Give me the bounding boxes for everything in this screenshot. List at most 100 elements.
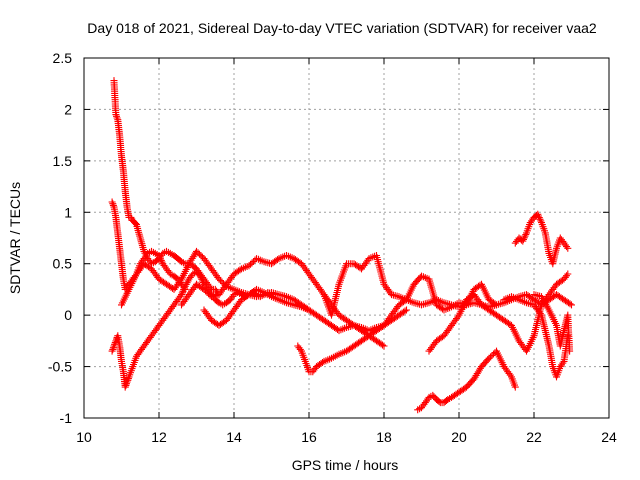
series-s8 [320,252,500,319]
data-point [563,272,570,280]
y-tick-label: 0.5 [53,256,73,272]
data-point [296,345,304,353]
data-point [156,253,164,261]
data-point [536,215,544,223]
data-point [122,381,130,389]
data-point [248,259,256,267]
data-point [194,249,202,257]
y-tick-label: 2.5 [53,50,73,66]
data-point [200,285,208,293]
data-point [123,380,130,388]
data-point [178,291,185,299]
data-point [380,342,388,350]
series-s9 [414,347,519,414]
data-point [112,111,120,119]
data-point [179,287,187,295]
data-point [121,383,129,391]
y-tick-label: 1 [64,204,72,220]
data-point [155,252,163,259]
data-point [109,345,117,353]
data-point [197,252,205,260]
data-point [379,341,386,349]
data-point [491,300,499,308]
x-tick-label: 10 [76,429,92,445]
data-point [109,344,117,352]
y-tick-label: -0.5 [48,359,72,375]
data-point [563,243,570,251]
x-tick-label: 18 [376,429,392,445]
y-tick-label: -1 [60,410,73,426]
y-tick-label: 2 [64,101,72,117]
data-point [109,200,117,208]
data-point [198,275,206,283]
data-point [403,306,410,314]
tick-marks [83,57,610,419]
data-point [521,232,529,240]
data-point [157,256,165,264]
data-point [217,277,224,285]
series-s7 [294,306,410,376]
data-point [435,398,443,405]
data-point [157,255,164,263]
data-point [488,352,496,359]
x-tick-label: 14 [226,429,242,445]
data-point [536,309,544,317]
data-point [564,270,572,278]
series-s5 [178,252,388,350]
data-point [108,347,116,355]
data-point [108,198,116,206]
data-point [519,237,527,245]
data-point [205,290,212,298]
y-tick-labels: -1 -0.5 0 0.5 1 1.5 2 2.5 [48,50,72,426]
data-point [203,288,211,296]
data-point [218,278,226,286]
data-point [535,212,542,220]
data-point [522,231,530,238]
data-point [520,235,527,243]
data-point [215,275,223,283]
y-tick-label: 0 [64,307,72,323]
data-point [559,359,567,367]
data-point [490,350,497,358]
data-point [535,214,543,222]
series-s12 [500,293,572,381]
data-point [568,301,575,309]
data-point [132,220,140,228]
data-point [193,247,200,255]
data-point [197,274,205,282]
x-tick-labels: 10 12 14 16 18 20 22 24 [76,429,617,445]
data-point [196,272,204,280]
plot-frame [83,57,610,419]
data-point [178,289,186,297]
x-tick-label: 16 [301,429,317,445]
data-point [124,376,132,384]
data-point [564,244,572,252]
x-tick-label: 20 [451,429,467,445]
data-point [566,347,574,355]
series-s11 [511,210,572,268]
data-point [113,114,121,122]
series-s13 [530,291,574,355]
data-point [511,383,519,391]
data-point [109,201,117,209]
data-point [566,300,574,308]
data-point [181,284,188,292]
data-point [534,210,542,218]
data-point [180,286,188,294]
grid-lines [84,58,609,418]
data-point [250,258,257,265]
data-point [493,301,500,309]
data-point [123,378,131,386]
data-point [124,375,132,383]
data-point [487,353,494,361]
data-point [401,307,409,315]
x-tick-label: 24 [601,429,617,445]
data-points [108,77,575,414]
y-tick-label: 1.5 [53,153,73,169]
x-tick-label: 22 [526,429,542,445]
chart-title: Day 018 of 2021, Sidereal Day-to-day VTE… [87,20,597,36]
y-axis-label: SDTVAR / TECUs [7,182,23,294]
data-point [113,112,120,120]
